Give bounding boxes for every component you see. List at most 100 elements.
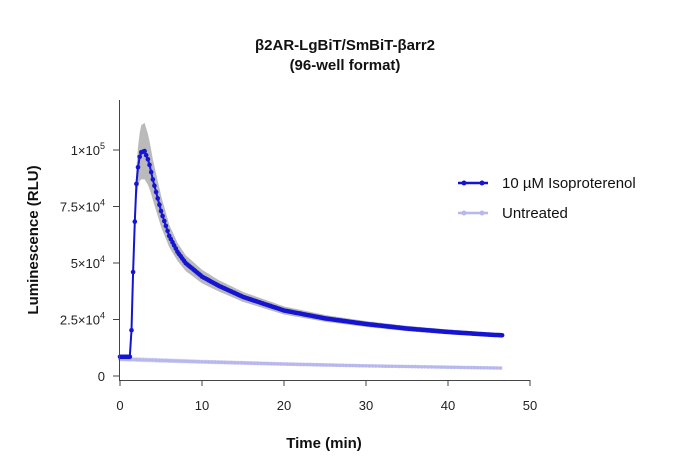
data-point (242, 361, 247, 365)
series-points (117, 148, 505, 370)
data-point (226, 360, 230, 365)
x-tick-label: 20 (277, 398, 291, 413)
data-point (255, 361, 260, 366)
legend-swatch-marker (461, 180, 467, 186)
data-point (246, 361, 250, 365)
data-point (269, 361, 273, 366)
data-point (413, 364, 418, 369)
data-point (200, 360, 204, 364)
data-point (229, 360, 234, 365)
data-point (147, 162, 152, 168)
data-point (183, 359, 188, 364)
chart-subtitle: (96-well format) (290, 57, 401, 74)
data-point (305, 362, 309, 367)
data-point (469, 365, 473, 370)
data-point (206, 360, 211, 364)
data-point (459, 365, 463, 370)
data-point (135, 165, 141, 170)
data-point (423, 365, 427, 369)
data-point (145, 157, 151, 162)
data-point (344, 363, 349, 368)
data-point (196, 359, 201, 364)
x-axis-ticks: 0 10 20 30 40 50 (116, 380, 537, 413)
x-tick-label: 10 (195, 398, 209, 413)
error-band-0 (120, 122, 503, 357)
data-point (167, 358, 171, 363)
data-point (465, 365, 470, 370)
data-point (436, 365, 441, 369)
data-point (331, 363, 336, 367)
data-point (170, 359, 175, 363)
data-point (475, 365, 480, 370)
data-point (219, 360, 224, 365)
data-point (131, 357, 135, 362)
data-point (397, 364, 401, 369)
data-point (482, 366, 486, 370)
data-point (164, 358, 168, 363)
data-point (141, 358, 145, 362)
data-point (433, 365, 437, 369)
data-point (338, 363, 342, 368)
data-point (347, 363, 352, 368)
data-point (152, 183, 157, 188)
data-point (210, 360, 214, 364)
data-point (390, 364, 395, 369)
data-point (495, 366, 500, 370)
data-point (249, 361, 253, 365)
data-point (429, 365, 434, 369)
data-point (383, 364, 388, 369)
data-point (236, 361, 240, 365)
data-point (292, 362, 296, 367)
data-point (462, 365, 467, 370)
data-point (157, 358, 162, 363)
data-point (239, 361, 244, 365)
data-point (165, 228, 170, 234)
data-point (160, 213, 165, 219)
data-point (148, 169, 154, 175)
chart-title: β2AR-LgBiT/SmBiT-βarr2 (255, 37, 435, 54)
data-point (318, 363, 322, 367)
data-point (142, 148, 147, 154)
data-point (278, 362, 283, 366)
data-point (387, 364, 391, 369)
data-point (311, 362, 316, 367)
series-points-1 (118, 357, 503, 370)
data-point (420, 365, 424, 369)
data-point (155, 196, 160, 201)
data-point (134, 357, 139, 362)
data-point (144, 358, 148, 362)
y-tick-label: 0 (98, 369, 105, 384)
data-point (160, 358, 165, 363)
data-point (364, 364, 368, 368)
data-point (498, 366, 503, 370)
data-point (177, 359, 181, 363)
data-point (147, 358, 152, 362)
data-point (275, 362, 280, 366)
x-tick-label: 0 (116, 398, 123, 413)
data-point (492, 366, 496, 370)
data-point (406, 364, 411, 369)
x-tick-label: 40 (441, 398, 455, 413)
data-point (351, 363, 355, 368)
data-point (262, 361, 267, 366)
data-point (442, 365, 447, 369)
data-point (426, 365, 431, 369)
data-point (157, 202, 162, 207)
data-point (403, 364, 408, 369)
data-point (233, 360, 237, 365)
data-point (130, 269, 136, 275)
data-point (272, 362, 277, 366)
data-point (187, 359, 191, 364)
data-point (129, 327, 134, 333)
legend-swatch-marker (479, 180, 485, 186)
data-point (439, 365, 444, 369)
data-point (154, 358, 158, 363)
data-point (163, 223, 169, 229)
data-point (370, 364, 375, 368)
data-point (143, 152, 149, 158)
data-point (456, 365, 460, 370)
data-point (150, 177, 156, 182)
legend-label: 10 µM Isoproterenol (502, 175, 636, 192)
data-point (452, 365, 457, 370)
data-point (151, 358, 155, 362)
